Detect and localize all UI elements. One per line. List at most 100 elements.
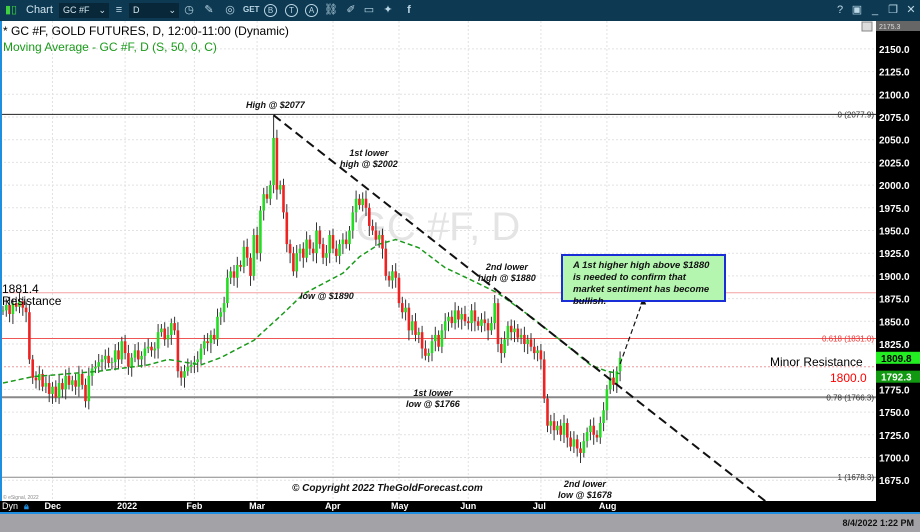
ma-legend: Moving Average - GC #F, D (S, 50, 0, C): [3, 40, 217, 54]
candle-up: [295, 253, 298, 272]
candle-up: [140, 355, 143, 360]
candle-up: [434, 334, 437, 342]
candle-up: [71, 380, 74, 385]
candle-down: [476, 321, 480, 326]
candle-up: [361, 198, 364, 206]
candle-down: [364, 198, 368, 208]
candle-up: [5, 304, 8, 311]
candle-up: [470, 310, 473, 324]
candle-down: [21, 301, 25, 308]
time-tick-label: Aug: [598, 501, 617, 511]
candle-up: [506, 325, 510, 340]
candle-down: [331, 235, 335, 249]
a-circle-icon[interactable]: A: [305, 4, 318, 17]
price-axis-top: [876, 21, 920, 31]
candle-up: [526, 339, 529, 344]
symbol-dropdown[interactable]: GC #F ⌄: [59, 3, 109, 18]
link-icon[interactable]: ⛓: [324, 4, 338, 16]
minimize-icon[interactable]: _: [871, 4, 879, 16]
chevron-down-icon: ⌄: [168, 5, 176, 15]
candle-up: [351, 212, 355, 231]
candle-up: [196, 359, 199, 363]
candle-down: [31, 359, 34, 378]
candle-down: [539, 350, 543, 360]
candle-down: [595, 434, 599, 438]
candle-down: [137, 350, 140, 360]
price-marker-label: 1809.8: [881, 354, 912, 365]
candle-up: [519, 334, 523, 338]
comment-icon[interactable]: ▭: [363, 4, 375, 16]
annotation-line: high @ $1880: [478, 273, 536, 283]
resistance-value: 1881.4: [2, 282, 39, 296]
callout-arrow: [619, 299, 644, 365]
candle-down: [150, 346, 153, 351]
candle-down: [311, 248, 315, 254]
candle-up: [328, 235, 331, 254]
candle-up: [447, 316, 450, 322]
candle-up: [341, 239, 345, 245]
candle-up: [87, 375, 91, 402]
candle-down: [368, 207, 371, 226]
price-tick-label: 2150.0: [879, 45, 910, 56]
b-circle-icon[interactable]: B: [264, 4, 277, 17]
candle-down: [381, 235, 384, 249]
help-icon[interactable]: ?: [836, 4, 844, 16]
time-tick-label: 2022: [117, 501, 138, 511]
t-circle-icon[interactable]: T: [285, 4, 298, 17]
candle-up: [226, 277, 229, 304]
price-tick-label: 1850.0: [879, 317, 910, 328]
candle-up: [262, 194, 265, 211]
price-marker-label: 1792.3: [881, 373, 912, 384]
moving-average-line: [2, 238, 621, 384]
candle-down: [179, 371, 183, 378]
interval-dropdown[interactable]: D ⌄: [129, 3, 179, 18]
candle-down: [302, 248, 305, 258]
price-chart[interactable]: GC #F, D 0 (2077.9) 0.618 (1831.0) 0.78 (17…: [0, 21, 920, 501]
candle-down: [552, 421, 556, 431]
candle-down: [8, 304, 11, 315]
candle-up: [417, 332, 421, 335]
candle-up: [203, 341, 206, 349]
clock-icon[interactable]: ◷: [184, 4, 194, 16]
callout-box: A 1st higher high above $1880 is needed …: [561, 254, 726, 307]
menu-icon[interactable]: ≡: [115, 4, 123, 16]
chart-label: Chart: [26, 4, 53, 16]
pencil-icon[interactable]: ✎: [204, 4, 214, 16]
candle-down: [533, 346, 536, 354]
candle-up: [146, 346, 150, 349]
candle-up: [242, 246, 246, 267]
copyright: © Copyright 2022 TheGoldForecast.com: [292, 483, 483, 494]
time-axis: Dyn 🔒︎ Dec 2022 Feb Mar Apr May Jun Jul Aug: [0, 501, 920, 512]
facebook-icon[interactable]: f: [407, 4, 411, 16]
save-icon[interactable]: ▣: [851, 4, 863, 16]
candle-down: [559, 425, 562, 435]
candle-up: [133, 350, 137, 358]
candle-up: [493, 303, 496, 324]
wave-icon[interactable]: ◎: [225, 4, 235, 16]
candle-up: [120, 341, 124, 360]
candle-down: [47, 383, 51, 394]
edit-icon[interactable]: ✐: [346, 4, 356, 16]
time-tick-label: May: [391, 501, 409, 511]
time-tick-label: Mar: [249, 501, 266, 511]
get-icon[interactable]: GET: [243, 5, 260, 14]
price-tick-label: 1875.0: [879, 295, 910, 306]
close-icon[interactable]: ✕: [906, 4, 916, 16]
candle-down: [308, 239, 312, 249]
candle-down: [437, 334, 440, 347]
esignal-credit: © eSignal, 2022: [3, 495, 39, 501]
restore-icon[interactable]: ❐: [888, 4, 898, 16]
candle-down: [414, 321, 417, 335]
twitter-icon[interactable]: ✦: [383, 4, 393, 16]
lock-icon[interactable]: 🔒︎: [24, 501, 29, 511]
minor-resistance-label: Minor Resistance: [770, 355, 863, 369]
candle-down: [546, 398, 549, 426]
candle-down: [358, 198, 361, 206]
price-tick-label: 1675.0: [879, 476, 910, 487]
candle-up: [222, 303, 226, 313]
level-label: 1 (1678.3): [838, 473, 875, 482]
candle-down: [265, 194, 269, 199]
candle-down: [80, 373, 84, 385]
annotation-lower-low-1: 1st lower low @ $1766: [406, 388, 460, 410]
candle-down: [612, 377, 615, 385]
